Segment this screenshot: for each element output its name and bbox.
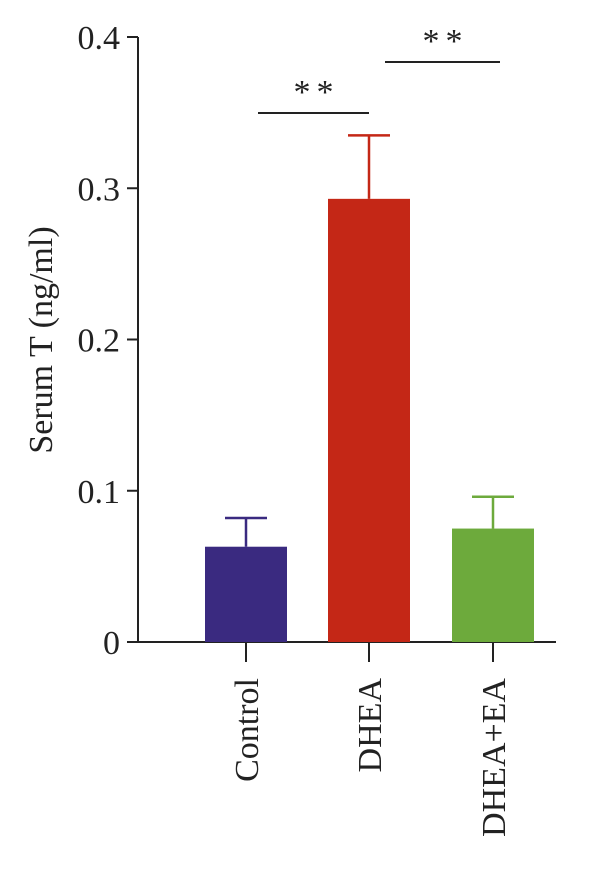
x-tick-label: Control (229, 678, 266, 782)
significance-annotations: ** ** (258, 23, 500, 114)
bar (328, 198, 410, 642)
error-bars (225, 134, 514, 547)
y-tick-label: 0.1 (78, 474, 121, 511)
y-axis: 0 0.1 0.2 0.3 0.4 (78, 20, 139, 662)
y-tick-label: 0.3 (78, 171, 121, 208)
x-tick-label: DHEA (352, 678, 389, 773)
significance-label: ** (423, 23, 469, 60)
bars (205, 198, 534, 642)
bar (452, 528, 534, 642)
y-tick-label: 0.2 (78, 323, 121, 360)
y-tick-label: 0.4 (78, 20, 121, 57)
significance-label: ** (294, 74, 340, 111)
y-axis-title: Serum T (ng/ml) (23, 226, 60, 453)
x-tick-label: DHEA+EA (476, 678, 513, 837)
y-tick-label: 0 (103, 625, 120, 662)
bar (205, 546, 287, 642)
x-axis: Control DHEA DHEA+EA (138, 641, 556, 837)
